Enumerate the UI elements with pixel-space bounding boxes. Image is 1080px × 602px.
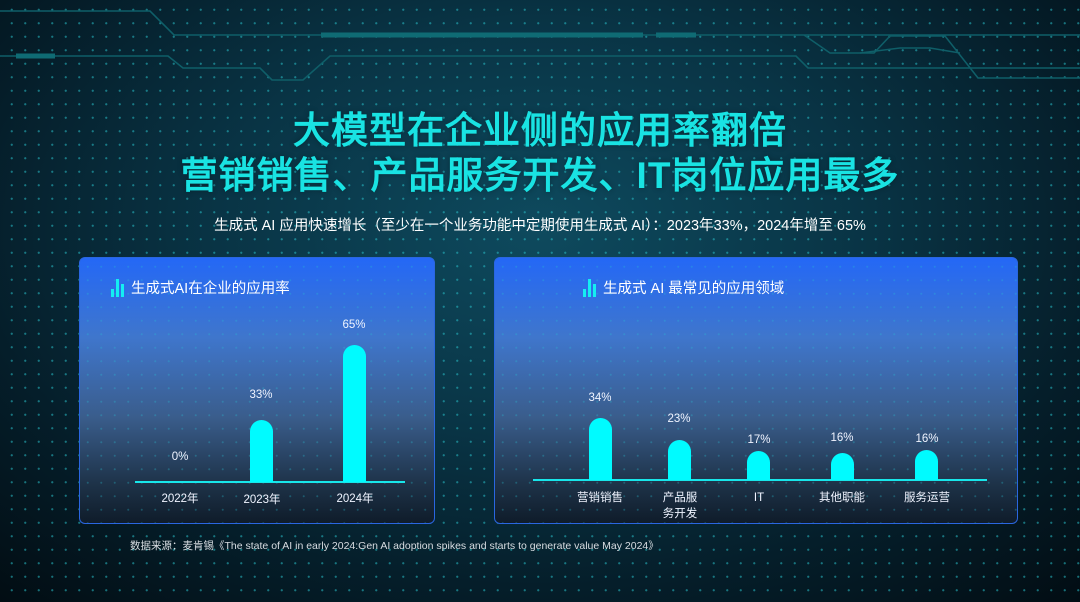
circuit-lines-decoration <box>0 10 1080 81</box>
bar-value-label: 0% <box>171 451 189 463</box>
category-label: 服务运营 <box>904 492 950 504</box>
card-title: 生成式 AI 最常见的应用领域 <box>583 277 784 298</box>
bar-marketing-sales <box>589 418 612 480</box>
category-label: 营销销售 <box>577 492 623 504</box>
bar-value-label: 65% <box>342 319 366 331</box>
application-areas-card: 生成式 AI 最常见的应用领域 34% 营销销售 23% 产品服 务开发 17%… <box>494 257 1018 524</box>
bar-it <box>747 451 770 480</box>
category-label: 产品服 务开发 <box>645 490 715 522</box>
bar-value-label: 17% <box>747 434 771 446</box>
bar-chart-icon <box>583 278 596 297</box>
chart-title: 生成式AI在企业的应用率 <box>131 281 290 297</box>
data-source-note: 数据来源：麦肯锡《The state of AI in early 2024:G… <box>130 540 659 552</box>
category-label: 其他职能 <box>819 492 865 504</box>
bar-value-label: 16% <box>830 432 854 444</box>
category-label: 2022年 <box>161 493 199 505</box>
bar-chart-icon <box>111 278 124 297</box>
bar-service-operations <box>915 450 938 480</box>
headline-line-2: 营销销售、产品服务开发、IT岗位应用最多 <box>180 155 900 196</box>
adoption-rate-card: 生成式AI在企业的应用率 0% 2022年 33% 2023年 65% 2024… <box>79 257 435 524</box>
card-title: 生成式AI在企业的应用率 <box>111 277 290 298</box>
bar-2023 <box>250 420 273 482</box>
chart-title: 生成式 AI 最常见的应用领域 <box>603 281 785 297</box>
bar-product-service-dev <box>668 440 691 480</box>
subtitle: 生成式 AI 应用快速增长（至少在一个业务功能中定期使用生成式 AI）：2023… <box>214 218 866 234</box>
category-label: 2024年 <box>336 493 374 505</box>
bar-value-label: 16% <box>915 433 939 445</box>
bar-value-label: 34% <box>588 392 612 404</box>
headline-line-1: 大模型在企业侧的应用率翻倍 <box>293 110 787 151</box>
bar-value-label: 33% <box>249 389 273 401</box>
category-label-line-1: 产品服 <box>662 492 698 504</box>
bar-other-functions <box>831 453 854 480</box>
bar-value-label: 23% <box>667 413 691 425</box>
category-label: 2023年 <box>243 494 281 506</box>
bar-2024 <box>343 345 366 482</box>
category-label-line-2: 务开发 <box>662 508 698 520</box>
category-label: IT <box>753 492 765 504</box>
